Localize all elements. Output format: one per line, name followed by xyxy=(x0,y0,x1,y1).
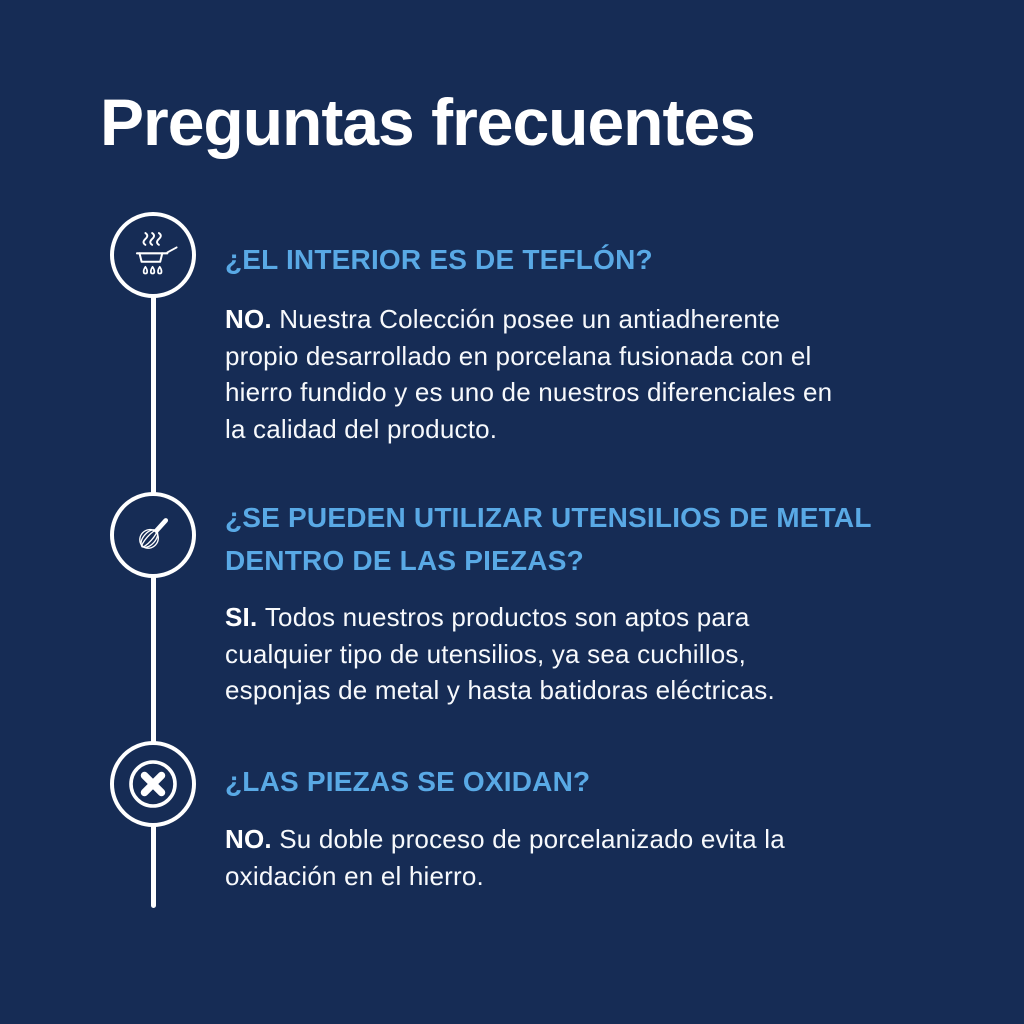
faq-answer: NO. Nuestra Colección posee un antiadher… xyxy=(225,301,930,447)
faq-item-utensilios-metal: ¿SE PUEDEN UTILIZAR UTENSILIOS DE METAL … xyxy=(225,496,930,709)
faq-answer-text: Todos nuestros productos son aptos para … xyxy=(225,602,775,705)
faq-answer-prefix: SI. xyxy=(225,602,265,632)
faq-answer-prefix: NO. xyxy=(225,304,280,334)
steaming-pan-icon xyxy=(110,212,196,298)
faq-item-teflon: ¿EL INTERIOR ES DE TEFLÓN? NO. Nuestra C… xyxy=(225,238,930,447)
faq-question: ¿EL INTERIOR ES DE TEFLÓN? xyxy=(225,244,653,275)
faq-answer-text: Su doble proceso de porcelanizado evita … xyxy=(225,824,785,891)
faq-answer-text: Nuestra Colección posee un antiadherente… xyxy=(225,304,833,444)
faq-answer: NO. Su doble proceso de porcelanizado ev… xyxy=(225,821,930,894)
crossed-circle-glyph xyxy=(129,760,177,808)
steaming-pan-glyph xyxy=(135,232,178,275)
whisk-icon xyxy=(110,492,196,578)
faq-question: ¿LAS PIEZAS SE OXIDAN? xyxy=(225,766,591,797)
page-title: Preguntas frecuentes xyxy=(100,85,756,159)
timeline-line xyxy=(151,255,156,908)
faq-answer: SI. Todos nuestros productos son aptos p… xyxy=(225,599,930,709)
faq-question: ¿SE PUEDEN UTILIZAR UTENSILIOS DE METAL … xyxy=(225,502,872,576)
faq-answer-prefix: NO. xyxy=(225,824,280,854)
whisk-glyph xyxy=(139,518,169,549)
faq-item-oxidacion: ¿LAS PIEZAS SE OXIDAN? NO. Su doble proc… xyxy=(225,760,930,894)
crossed-circle-icon xyxy=(110,741,196,827)
